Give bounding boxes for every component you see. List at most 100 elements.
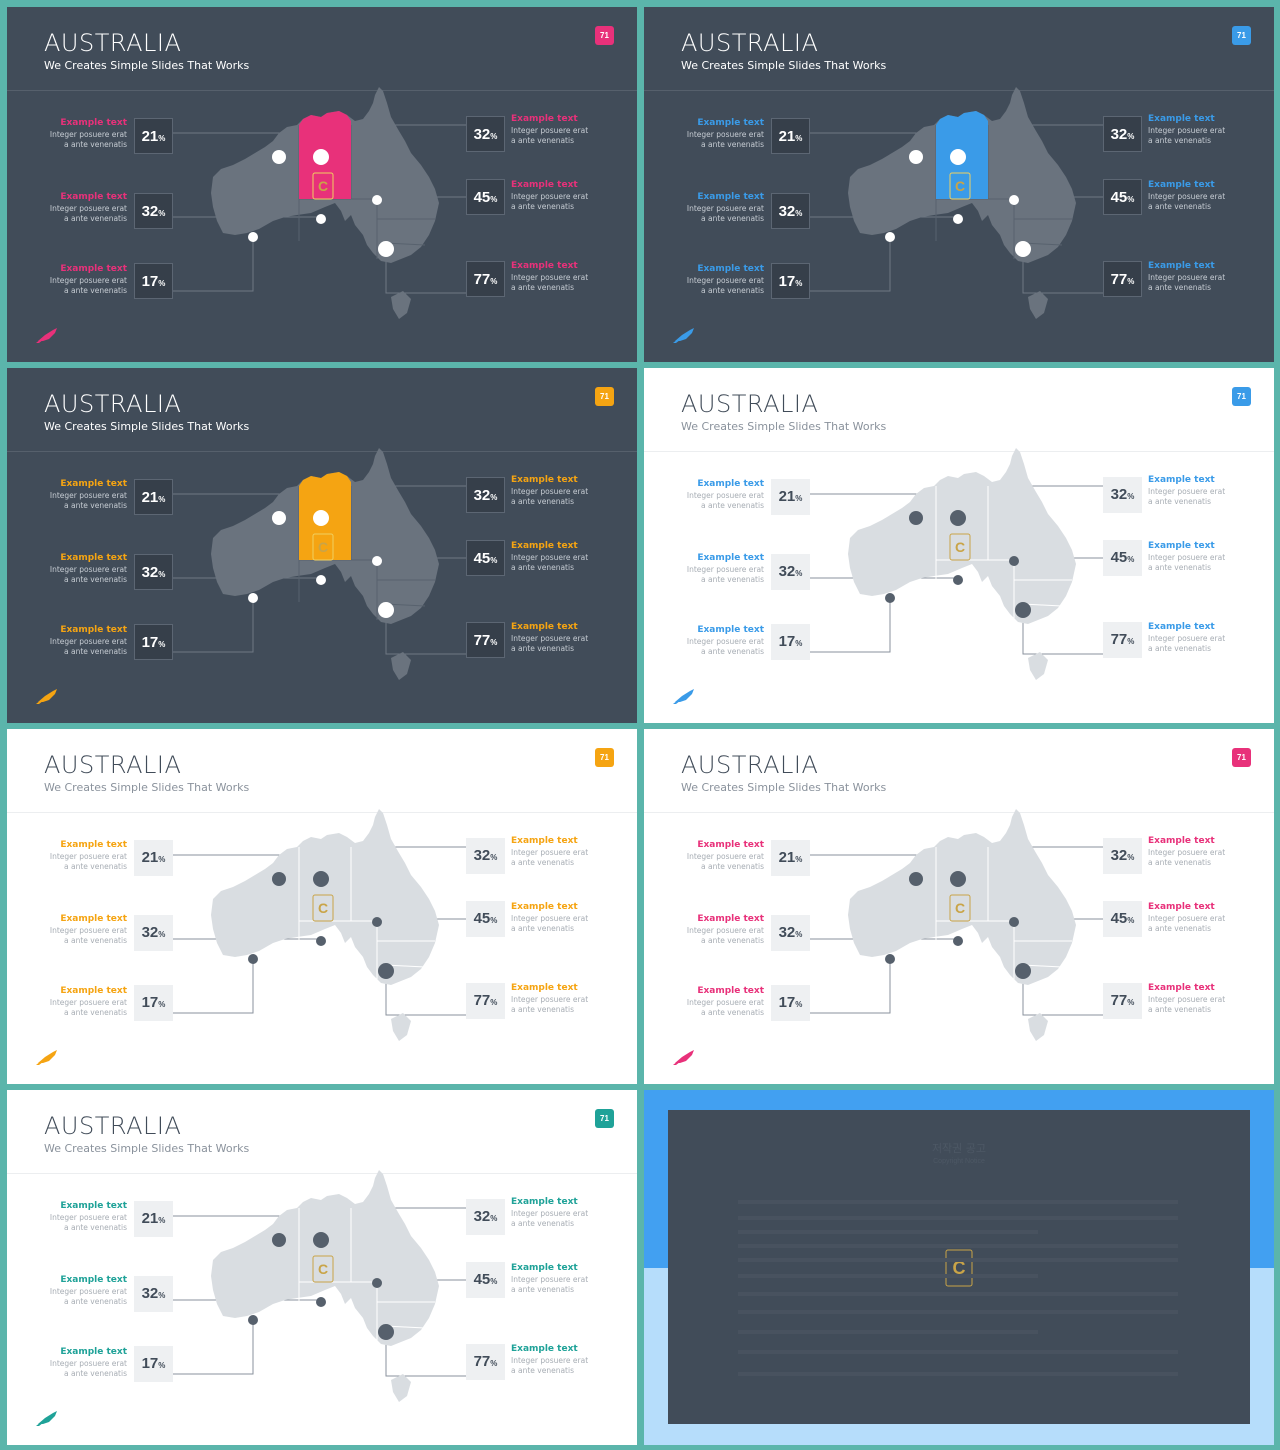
slide-title: AUSTRALIA bbox=[44, 29, 182, 57]
stat-value: 45 bbox=[473, 550, 491, 567]
stat-value-box: 21% bbox=[134, 1201, 173, 1237]
connector-line bbox=[173, 598, 254, 653]
stat-description: Integer posuere erat a ante venenatis bbox=[511, 273, 589, 292]
rocket-icon bbox=[35, 1410, 59, 1426]
map-marker-dot bbox=[909, 150, 923, 164]
stat-title: Example text bbox=[697, 553, 764, 563]
stat-label-right: Example text Integer posuere erat a ante … bbox=[511, 1197, 621, 1229]
stat-value: 32 bbox=[473, 1208, 491, 1225]
connector-line bbox=[1022, 249, 1103, 294]
stat-description: Integer posuere erat a ante venenatis bbox=[686, 130, 764, 149]
australia-shape bbox=[848, 448, 1076, 624]
stat-unit: % bbox=[158, 209, 166, 218]
stat-unit: % bbox=[158, 855, 166, 864]
stat-title: Example text bbox=[697, 914, 764, 924]
stat-title: Example text bbox=[511, 261, 578, 271]
connector-line bbox=[385, 971, 466, 1016]
copyright-slide: 저작권 공고 Copyright Notice C bbox=[644, 1090, 1274, 1445]
stat-unit: % bbox=[1127, 998, 1135, 1007]
stat-title: Example text bbox=[511, 475, 578, 485]
stat-value-box: 45% bbox=[1103, 179, 1142, 215]
svg-text:C: C bbox=[955, 900, 965, 916]
stat-value-box: 77% bbox=[1103, 983, 1142, 1019]
tasmania-shape bbox=[391, 1013, 411, 1041]
stat-unit: % bbox=[158, 930, 166, 939]
stat-title: Example text bbox=[697, 264, 764, 274]
stat-value: 21 bbox=[141, 1210, 159, 1227]
page-number-badge: 71 bbox=[595, 1109, 614, 1128]
stat-value-box: 77% bbox=[466, 1344, 505, 1380]
stat-description: Integer posuere erat a ante venenatis bbox=[1148, 634, 1226, 653]
page-number-badge: 71 bbox=[1232, 26, 1251, 45]
stat-title: Example text bbox=[1148, 902, 1215, 912]
stat-label-right: Example text Integer posuere erat a ante … bbox=[511, 114, 621, 146]
stat-label-left: Example text Integer posuere erat a ante … bbox=[17, 986, 127, 1018]
slide-5: AUSTRALIA We Creates Simple Slides That … bbox=[7, 729, 637, 1084]
stat-label-left: Example text Integer posuere erat a ante … bbox=[17, 192, 127, 224]
stat-title: Example text bbox=[1148, 541, 1215, 551]
rocket-icon bbox=[35, 327, 59, 343]
stat-value-box: 32% bbox=[134, 1276, 173, 1312]
stat-label-right: Example text Integer posuere erat a ante … bbox=[1148, 983, 1258, 1015]
connector-line bbox=[810, 959, 891, 1014]
page-number-badge: 71 bbox=[1232, 748, 1251, 767]
stat-value-box: 32% bbox=[134, 554, 173, 590]
stat-description: Integer posuere erat a ante venenatis bbox=[49, 637, 127, 656]
stat-label-left: Example text Integer posuere erat a ante … bbox=[17, 914, 127, 946]
map-marker-dot bbox=[950, 510, 966, 526]
stat-value-box: 32% bbox=[134, 193, 173, 229]
connector-line bbox=[173, 959, 254, 1014]
map-marker-dot bbox=[953, 575, 963, 585]
stat-description: Integer posuere erat a ante venenatis bbox=[49, 565, 127, 584]
slide-4: AUSTRALIA We Creates Simple Slides That … bbox=[644, 368, 1274, 723]
stat-value: 45 bbox=[473, 1271, 491, 1288]
stat-title: Example text bbox=[511, 983, 578, 993]
svg-text:C: C bbox=[318, 539, 328, 555]
map-markers bbox=[248, 510, 394, 618]
stat-unit: % bbox=[490, 195, 498, 204]
stat-title: Example text bbox=[60, 914, 127, 924]
svg-text:C: C bbox=[955, 539, 965, 555]
stat-value-box: 45% bbox=[466, 901, 505, 937]
stat-label-right: Example text Integer posuere erat a ante … bbox=[511, 261, 621, 293]
stat-title: Example text bbox=[60, 840, 127, 850]
stat-description: Integer posuere erat a ante venenatis bbox=[511, 553, 589, 572]
map-marker-dot bbox=[316, 214, 326, 224]
map-marker-dot bbox=[885, 593, 895, 603]
stat-unit: % bbox=[1127, 132, 1135, 141]
stat-label-right: Example text Integer posuere erat a ante … bbox=[1148, 114, 1258, 146]
stat-value: 17 bbox=[778, 994, 796, 1011]
map-marker-dot bbox=[272, 150, 286, 164]
stat-unit: % bbox=[490, 556, 498, 565]
connector-line bbox=[385, 249, 466, 294]
watermark-logo-icon: C bbox=[949, 894, 971, 922]
map-marker-dot bbox=[372, 195, 382, 205]
header-divider bbox=[7, 1173, 637, 1174]
map-marker-dot bbox=[1015, 241, 1031, 257]
stat-value: 45 bbox=[473, 189, 491, 206]
rocket-icon bbox=[35, 1049, 59, 1065]
stat-value-box: 45% bbox=[466, 540, 505, 576]
stat-description: Integer posuere erat a ante venenatis bbox=[686, 204, 764, 223]
stat-value: 77 bbox=[1110, 271, 1128, 288]
stat-label-right: Example text Integer posuere erat a ante … bbox=[1148, 622, 1258, 654]
map-marker-dot bbox=[272, 511, 286, 525]
stat-description: Integer posuere erat a ante venenatis bbox=[49, 998, 127, 1017]
stat-unit: % bbox=[1127, 916, 1135, 925]
svg-text:C: C bbox=[953, 1258, 966, 1278]
stat-value: 21 bbox=[141, 849, 159, 866]
stat-value: 77 bbox=[473, 632, 491, 649]
stat-description: Integer posuere erat a ante venenatis bbox=[511, 126, 589, 145]
stat-description: Integer posuere erat a ante venenatis bbox=[686, 565, 764, 584]
slide-7: AUSTRALIA We Creates Simple Slides That … bbox=[7, 1090, 637, 1445]
stat-value: 21 bbox=[778, 849, 796, 866]
australia-shape bbox=[211, 1170, 439, 1346]
stat-unit: % bbox=[795, 134, 803, 143]
map-marker-dot bbox=[372, 556, 382, 566]
stat-value-box: 17% bbox=[134, 263, 173, 299]
stat-value: 45 bbox=[1110, 910, 1128, 927]
stat-description: Integer posuere erat a ante venenatis bbox=[49, 204, 127, 223]
stat-description: Integer posuere erat a ante venenatis bbox=[49, 852, 127, 871]
connector-line bbox=[1022, 971, 1103, 1016]
stat-label-left: Example text Integer posuere erat a ante … bbox=[17, 479, 127, 511]
